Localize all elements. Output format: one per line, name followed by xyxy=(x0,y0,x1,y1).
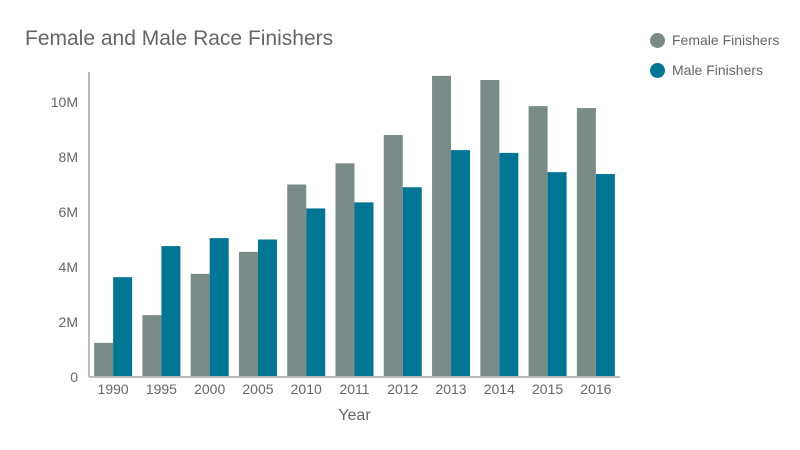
y-tick-label: 10M xyxy=(51,94,78,110)
x-tick-label: 2016 xyxy=(580,381,611,397)
bar-male-2005[interactable] xyxy=(257,239,277,378)
legend-label: Female Finishers xyxy=(672,32,780,48)
bar-female-2005[interactable] xyxy=(238,251,258,377)
bar-female-2011[interactable] xyxy=(335,163,355,377)
x-tick-label: 2005 xyxy=(242,381,273,397)
x-tick-label: 2010 xyxy=(291,381,322,397)
bar-male-2015[interactable] xyxy=(547,172,567,377)
bar-female-2013[interactable] xyxy=(432,75,452,377)
chart-title: Female and Male Race Finishers xyxy=(25,27,334,50)
x-tick-label: 1990 xyxy=(98,381,129,397)
x-tick-label: 2013 xyxy=(435,381,466,397)
x-axis-title: Year xyxy=(338,407,371,424)
female-swatch-icon xyxy=(650,32,665,48)
bar-female-1995[interactable] xyxy=(142,315,162,377)
legend-item-female[interactable]: Female Finishers xyxy=(650,25,779,55)
male-swatch-icon xyxy=(650,62,665,78)
x-tick-label: 2012 xyxy=(387,381,418,397)
x-tick-label: 2014 xyxy=(484,381,515,397)
y-tick-label: 8M xyxy=(59,149,78,165)
y-tick-label: 4M xyxy=(59,259,78,275)
bar-female-2014[interactable] xyxy=(480,80,500,377)
bar-male-2010[interactable] xyxy=(306,208,326,377)
bar-male-2012[interactable] xyxy=(402,187,422,377)
bar-male-1995[interactable] xyxy=(161,246,181,377)
bar-female-2016[interactable] xyxy=(576,108,596,378)
bar-female-2010[interactable] xyxy=(287,184,307,378)
bar-male-2011[interactable] xyxy=(354,202,374,377)
legend-item-male[interactable]: Male Finishers xyxy=(650,55,779,85)
x-tick-label: 1995 xyxy=(146,381,177,397)
bar-male-2000[interactable] xyxy=(209,238,229,377)
bar-male-2013[interactable] xyxy=(451,150,471,377)
legend: Female Finishers Male Finishers xyxy=(650,25,779,85)
legend-label: Male Finishers xyxy=(672,62,764,78)
x-tick-label: 2015 xyxy=(532,381,563,397)
bar-female-2000[interactable] xyxy=(190,273,210,377)
bar-male-2016[interactable] xyxy=(595,174,615,377)
y-tick-label: 6M xyxy=(59,204,78,220)
y-tick-label: 2M xyxy=(59,314,78,330)
bar-male-1990[interactable] xyxy=(113,277,133,377)
bar-female-1990[interactable] xyxy=(94,342,114,377)
y-tick-label: 0 xyxy=(70,369,78,385)
x-tick-label: 2011 xyxy=(339,381,369,397)
bar-female-2015[interactable] xyxy=(528,106,548,377)
x-tick-label: 2000 xyxy=(194,381,225,397)
bar-male-2014[interactable] xyxy=(499,152,519,377)
bar-female-2012[interactable] xyxy=(383,135,403,377)
